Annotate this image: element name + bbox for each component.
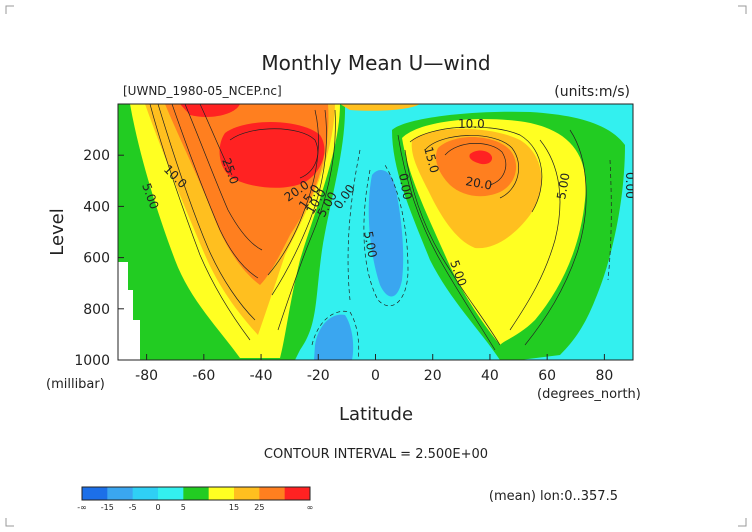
x-tick-label: 80 [595, 368, 613, 384]
colorbar-swatch [82, 487, 108, 500]
y-axis: 200 400 600 800 1000 [74, 148, 124, 369]
colorbar-swatch [132, 487, 159, 500]
y-tick-label: 800 [83, 302, 110, 318]
colorbar-tick-label: -∞ [77, 503, 87, 512]
nh-red-core [469, 150, 493, 165]
x-tick-label: 20 [424, 368, 442, 384]
colorbar-swatch [208, 487, 235, 500]
dashed-contours [311, 149, 612, 360]
x-tick-label: -80 [135, 368, 158, 384]
contour-lines [149, 104, 587, 351]
y-tick-label: 600 [83, 251, 110, 267]
colorbar-swatch [158, 487, 184, 500]
x-tick-label: -40 [250, 368, 273, 384]
sh-red-core [219, 121, 325, 188]
sh-red-top [180, 104, 240, 117]
contour-label: 0.00 [623, 172, 637, 199]
x-axis: -80 -60 -40 -20 0 20 40 60 80 [135, 354, 613, 384]
chart-title: Monthly Mean U—wind [261, 51, 490, 75]
x-tick-label: 40 [481, 368, 499, 384]
crop-marks [5, 5, 747, 527]
y-axis-title: Level [47, 208, 68, 256]
contour-label: 20.0 [464, 174, 493, 192]
nh-orange-region [435, 136, 517, 197]
colorbar-swatch [259, 487, 286, 500]
contour-label: 5.00 [554, 172, 572, 201]
contour-fill: 10.0 5.00 25.0 20.0 15.0 10.0 5.00 0.00 … [118, 104, 637, 360]
colorbar: -∞ -15 -5 0 5 15 25 ∞ [77, 486, 314, 512]
x-axis-title: Latitude [339, 404, 413, 425]
footer-text: (mean) lon:0..357.5 [489, 489, 618, 504]
y-tick-label: 1000 [74, 353, 110, 369]
contour-label: 15.0 [421, 145, 441, 174]
colorbar-tick-label: -5 [129, 503, 137, 512]
colorbar-tick-label: ∞ [307, 503, 314, 512]
contour-interval: CONTOUR INTERVAL = 2.500E+00 [264, 447, 488, 462]
units-label: (units:m/s) [554, 84, 630, 100]
x-tick-label: -60 [192, 368, 215, 384]
easterly-surface [314, 314, 354, 360]
contour-label: 10.0 [458, 117, 485, 131]
top-band [340, 104, 420, 111]
colorbar-frame [81, 486, 311, 501]
x-tick-label: -20 [307, 368, 330, 384]
x-tick-label: 60 [538, 368, 556, 384]
colorbar-tick-label: 25 [254, 503, 264, 512]
contour-label: 0.00 [396, 172, 414, 201]
colorbar-tick-label: 0 [155, 503, 160, 512]
colorbar-swatch [107, 487, 134, 500]
colorbar-swatch [234, 487, 260, 500]
easterly-core [368, 170, 404, 297]
dataset-label: [UWND_1980-05_NCEP.nc] [123, 84, 282, 98]
contour-label: 5.00 [361, 230, 379, 259]
colorbar-swatch [284, 487, 311, 500]
y-tick-label: 200 [83, 148, 110, 164]
colorbar-tick-label: 15 [229, 503, 239, 512]
colorbar-swatch [183, 487, 210, 500]
y-tick-label: 400 [83, 199, 110, 215]
colorbar-tick-label: -15 [101, 503, 114, 512]
y-unit-label: (millibar) [46, 377, 105, 392]
x-tick-label: 0 [371, 368, 380, 384]
x-unit-label: (degrees_north) [537, 387, 641, 402]
missing-data-region [118, 262, 140, 360]
colorbar-tick-label: 5 [181, 503, 186, 512]
